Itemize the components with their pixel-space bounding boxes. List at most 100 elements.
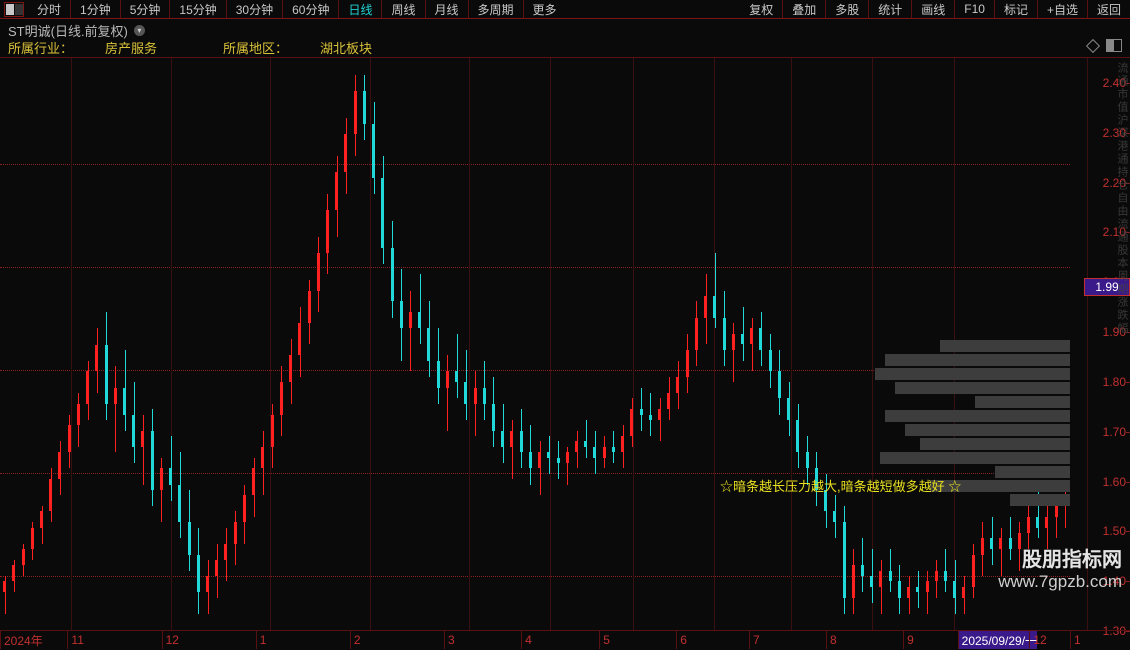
candle-body [621,436,624,452]
candle-wick [410,291,411,372]
candle-body [400,301,403,328]
industry-label: 所属行业： [8,38,73,57]
candle-body [206,576,209,592]
panel-toggle-icon[interactable] [4,2,24,17]
tab-period-1[interactable]: 1分钟 [71,0,121,18]
tab-period-2[interactable]: 5分钟 [121,0,171,18]
candle-body [510,431,513,447]
date-tick-2[interactable]: 12 [162,631,179,649]
candle-body [123,388,126,415]
tab-tool-1[interactable]: 叠加 [783,0,826,18]
date-tick-11[interactable]: 9 [903,631,914,649]
tab-tool-3[interactable]: 统计 [869,0,912,18]
resistance-bar-7 [905,424,1070,436]
candle-body [3,581,6,592]
candle-body [197,555,200,593]
candle-body [630,409,633,436]
candle-wick [161,458,162,523]
tab-tool-6[interactable]: 标记 [995,0,1038,18]
date-tick-7[interactable]: 5 [599,631,610,649]
candle-body [704,296,707,318]
date-tick-9[interactable]: 7 [749,631,760,649]
stock-header: ST明诚(日线.前复权) ▾ 所属行业： 房产服务 所属地区： 湖北板块 [0,19,1130,57]
candle-body [962,587,965,598]
tab-period-0[interactable]: 分时 [28,0,71,18]
tab-tool-4[interactable]: 画线 [912,0,955,18]
date-tick-10[interactable]: 8 [826,631,837,649]
candle-series[interactable] [0,58,1070,630]
candle-body [391,248,394,302]
watermark-line2: www.7gpzb.com [998,572,1122,592]
main-toolbar: 分时 1分钟 5分钟 15分钟 30分钟 60分钟 日线 周线 月线 多周期 更… [0,0,1130,19]
date-tick-3[interactable]: 1 [256,631,267,649]
candle-body [861,565,864,576]
tab-tool-8[interactable]: 返回 [1088,0,1130,18]
tab-period-8[interactable]: 月线 [426,0,469,18]
candle-body [769,350,772,372]
candle-body [916,587,919,592]
industry-value: 房产服务 [105,38,157,57]
date-axis[interactable]: 2024年 11 12 1 2 3 4 5 6 7 8 9 2025/09/29/一 12 1 [0,630,1130,649]
tab-period-5[interactable]: 60分钟 [283,0,339,18]
candle-body [363,91,366,123]
site-watermark: 股朋指标网 www.7gpzb.com [998,543,1122,592]
date-tick-5[interactable]: 3 [444,631,455,649]
date-tick-1[interactable]: 11 [67,631,83,649]
candle-body [77,404,80,426]
candle-body [593,447,596,458]
date-tick-0[interactable]: 2024年 [0,631,43,649]
layout-toggle-icon[interactable] [1106,39,1122,52]
date-tick-4[interactable]: 2 [350,631,361,649]
candle-body [160,468,163,490]
candle-body [354,91,357,134]
diamond-icon[interactable] [1086,38,1100,52]
candle-body [40,511,43,527]
candle-wick [752,318,753,372]
candle-body [234,522,237,544]
candle-body [926,581,929,592]
corner-icon-group [1088,39,1122,52]
stock-title-line: ST明诚(日线.前复权) ▾ [8,22,1122,39]
tab-period-9[interactable]: 多周期 [469,0,524,18]
tab-tool-0[interactable]: 复权 [740,0,783,18]
candle-wick [115,366,116,452]
tab-tool-7[interactable]: +自选 [1038,0,1088,18]
candle-body [308,291,311,323]
tab-period-10[interactable]: 更多 [524,0,566,18]
date-tick-8[interactable]: 6 [676,631,687,649]
candle-body [990,538,993,549]
candle-body [492,404,495,431]
candle-body [713,296,716,318]
tool-selector-group: 复权 叠加 多股 统计 画线 F10 标记 +自选 返回 [740,0,1130,18]
title-dropdown-caret[interactable]: ▾ [134,25,145,36]
tab-tool-5[interactable]: F10 [955,0,995,18]
date-tick-13[interactable]: 12 [1029,631,1046,649]
candle-body [843,522,846,597]
candle-body [640,409,643,414]
candle-body [852,565,855,597]
candle-body [141,431,144,447]
candle-body [372,124,375,178]
tab-period-4[interactable]: 30分钟 [227,0,283,18]
app-root: 分时 1分钟 5分钟 15分钟 30分钟 60分钟 日线 周线 月线 多周期 更… [0,0,1130,650]
candle-body [806,452,809,468]
candle-body [741,334,744,345]
tab-tool-2[interactable]: 多股 [826,0,869,18]
tab-period-6-active[interactable]: 日线 [339,0,382,18]
candle-body [188,522,191,554]
candlestick-chart[interactable]: ☆暗条越长压力越大,暗条越短做多越好 ☆ 2.402.302.202.102.0… [0,57,1130,630]
tab-period-3[interactable]: 15分钟 [170,0,226,18]
candle-body [243,495,246,522]
resistance-bar-6 [885,410,1070,422]
candle-body [981,538,984,554]
candle-body [649,415,652,420]
tab-period-7[interactable]: 周线 [382,0,425,18]
candle-body [132,415,135,447]
date-tick-6[interactable]: 4 [521,631,532,649]
candle-body [95,345,98,372]
date-tick-12[interactable]: 2025/09/29/一 [958,631,1037,649]
candle-body [686,350,689,377]
candle-body [732,334,735,350]
candle-body [474,388,477,404]
resistance-bar-2 [885,354,1070,366]
